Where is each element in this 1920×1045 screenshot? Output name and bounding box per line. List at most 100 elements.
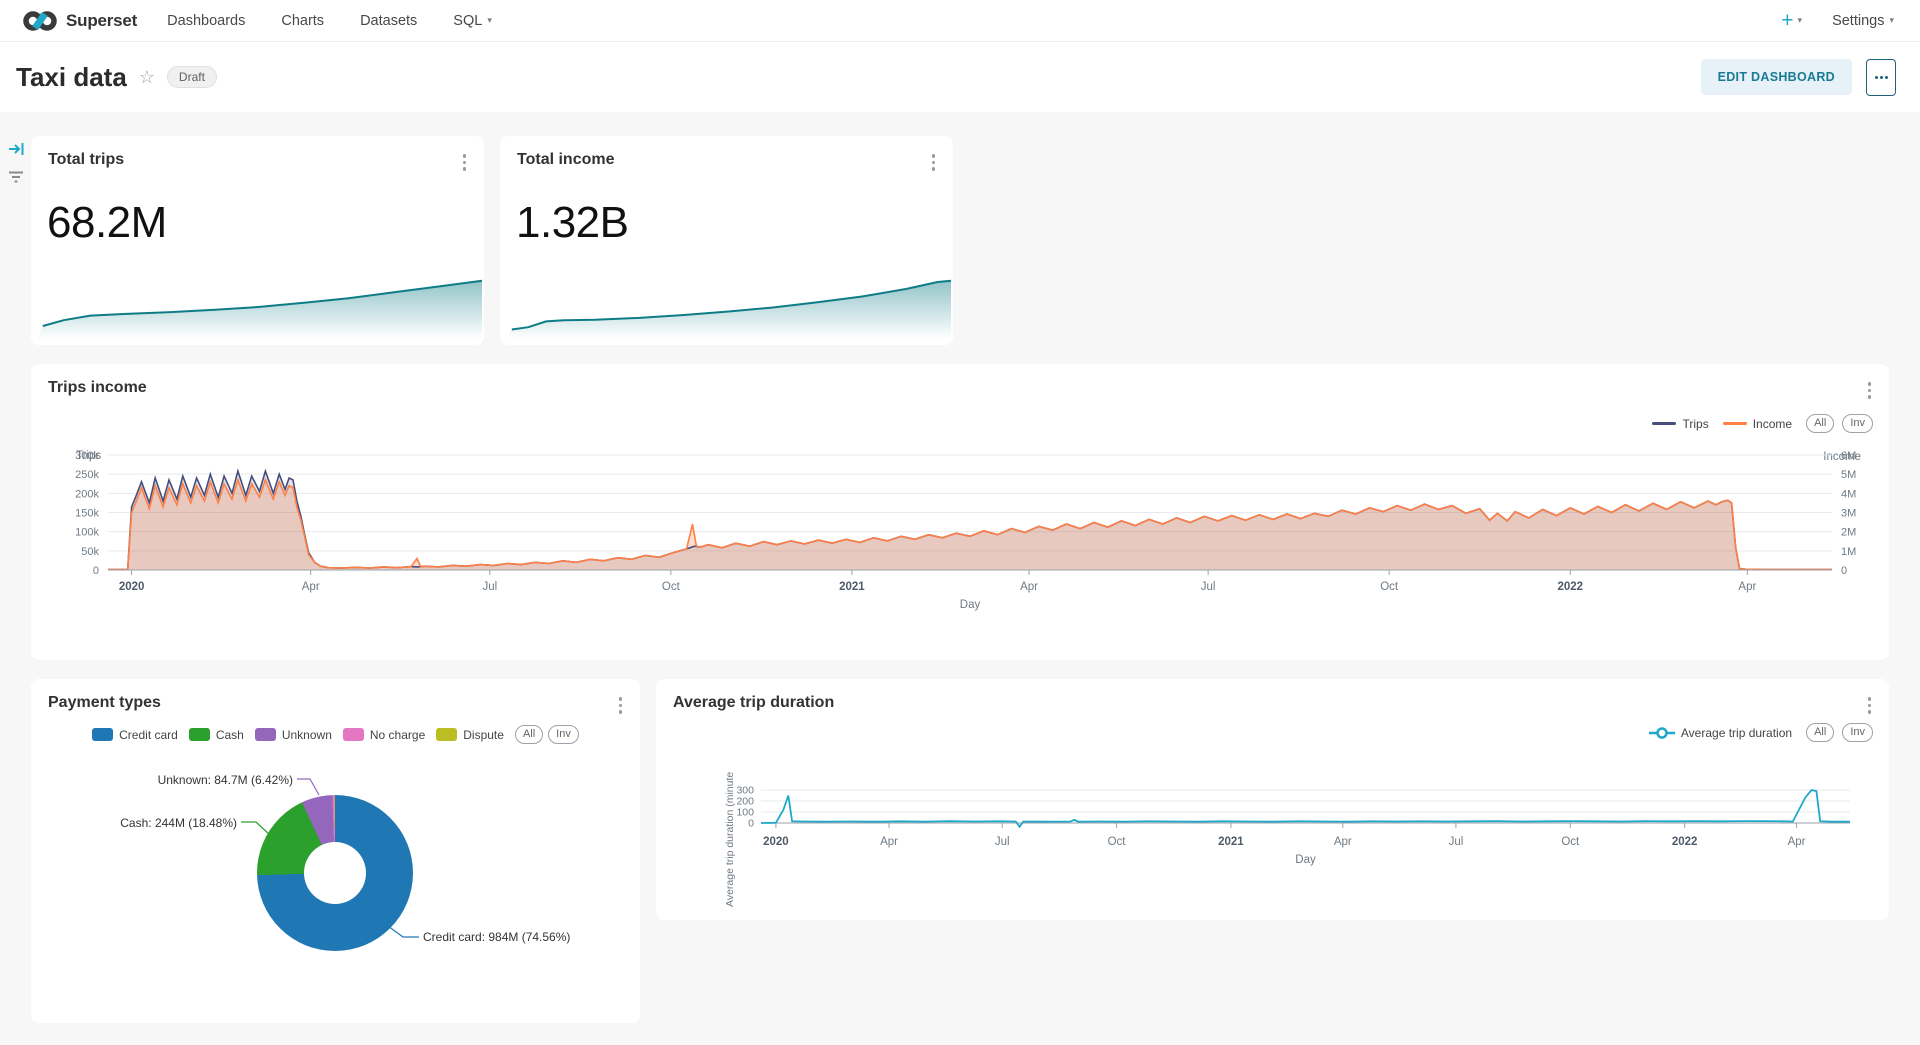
svg-text:2022: 2022 — [1557, 581, 1583, 593]
legend-item-trips[interactable]: Trips — [1652, 417, 1709, 431]
credit-card-swatch — [92, 728, 114, 741]
trips-income-chart[interactable]: 0 0 50k 1M 100k 2M 150k 3M 200k 4M 250k 5M 300k 6M 202… — [31, 400, 1889, 660]
svg-text:100: 100 — [736, 807, 754, 819]
legend-all-button[interactable]: All — [1806, 414, 1835, 433]
sparkline-path — [42, 279, 483, 327]
legend-item-unknown[interactable]: Unknown — [254, 728, 332, 742]
kebab-menu-icon[interactable] — [461, 152, 469, 173]
big-number-value: 68.2M — [47, 198, 167, 247]
chart-title: Average trip duration — [673, 694, 835, 711]
superset-logo-icon — [23, 10, 57, 31]
plus-icon: + — [1781, 9, 1794, 32]
left-axis-title: Trips — [76, 450, 102, 462]
kebab-menu-icon[interactable] — [1866, 380, 1874, 401]
chart-title: Total income — [517, 151, 615, 168]
nav-item-sql[interactable]: SQL ▾ — [453, 12, 492, 29]
chevron-down-icon: ▾ — [487, 15, 492, 25]
svg-text:Apr: Apr — [1738, 581, 1756, 593]
cash-swatch — [188, 728, 210, 741]
svg-text:Apr: Apr — [302, 581, 320, 593]
svg-text:250k: 250k — [75, 469, 99, 481]
chart-title: Payment types — [48, 694, 161, 711]
svg-text:200: 200 — [736, 796, 754, 808]
svg-text:2021: 2021 — [839, 581, 865, 593]
kebab-menu-icon[interactable] — [617, 695, 625, 716]
chart-legend: Credit card Cash Unknown No charge Dispu… — [31, 725, 640, 744]
svg-text:5M: 5M — [1841, 469, 1856, 481]
svg-text:2022: 2022 — [1672, 836, 1698, 848]
settings-menu[interactable]: Settings ▾ — [1832, 12, 1894, 29]
page-title: Taxi data — [16, 61, 127, 92]
svg-text:Apr: Apr — [1788, 836, 1806, 848]
header-actions: EDIT DASHBOARD — [1700, 58, 1896, 96]
filter-icon[interactable] — [8, 170, 24, 184]
legend-inv-button[interactable]: Inv — [1842, 723, 1873, 742]
svg-text:Apr: Apr — [1020, 581, 1038, 593]
legend-item-no-charge[interactable]: No charge — [342, 728, 425, 742]
legend-item-dispute[interactable]: Dispute — [436, 728, 504, 742]
svg-text:3M: 3M — [1841, 508, 1856, 520]
svg-text:2021: 2021 — [1218, 836, 1244, 848]
more-options-button[interactable] — [1866, 58, 1896, 96]
svg-text:Oct: Oct — [662, 581, 681, 593]
duration-line — [760, 789, 1850, 829]
svg-text:300k: 300k — [75, 450, 99, 462]
chart-legend: Average trip duration All Inv — [1648, 723, 1873, 742]
dispute-swatch — [436, 728, 458, 741]
dashboard-header: Taxi data ☆ Draft EDIT DASHBOARD — [0, 42, 1920, 112]
nav-item-dashboards[interactable]: Dashboards — [167, 12, 246, 29]
total-trips-sparkline[interactable] — [31, 259, 484, 343]
new-item-button[interactable]: + ▾ — [1781, 10, 1802, 31]
svg-text:Oct: Oct — [1561, 836, 1580, 848]
edit-dashboard-button[interactable]: EDIT DASHBOARD — [1700, 59, 1852, 95]
credit-card-callout-label: Credit card: 984M (74.56%) — [423, 930, 571, 944]
svg-text:Jul: Jul — [995, 836, 1010, 848]
svg-text:150k: 150k — [75, 508, 99, 520]
svg-text:Day: Day — [960, 599, 981, 611]
svg-text:Apr: Apr — [1334, 836, 1352, 848]
dashboard-grid: Total trips 68.2M Total income 1.32B Tri… — [0, 112, 1920, 1045]
svg-text:6M: 6M — [1841, 450, 1856, 462]
legend-item-credit-card[interactable]: Credit card — [92, 728, 178, 742]
legend-item-cash[interactable]: Cash — [188, 728, 244, 742]
legend-inv-button[interactable]: Inv — [548, 725, 579, 744]
total-trips-card: Total trips 68.2M — [31, 136, 484, 345]
big-number-value: 1.32B — [516, 198, 629, 247]
income-line-swatch — [1722, 422, 1747, 425]
svg-text:Jul: Jul — [1449, 836, 1464, 848]
svg-text:Jul: Jul — [1201, 581, 1216, 593]
svg-text:Oct: Oct — [1380, 581, 1399, 593]
kebab-menu-icon[interactable] — [1866, 695, 1874, 716]
nav-item-charts[interactable]: Charts — [281, 12, 325, 29]
total-income-sparkline[interactable] — [500, 259, 953, 343]
svg-text:2020: 2020 — [119, 581, 145, 593]
chevron-down-icon: ▾ — [1797, 15, 1803, 25]
kebab-menu-icon[interactable] — [930, 152, 938, 173]
favorite-star-icon[interactable]: ☆ — [138, 66, 155, 87]
svg-text:0: 0 — [748, 818, 754, 830]
expand-filter-bar-icon[interactable] — [8, 140, 26, 158]
nav-right: + ▾ Settings ▾ — [1781, 10, 1894, 31]
sparkline-path — [511, 279, 952, 331]
legend-all-button[interactable]: All — [1806, 723, 1835, 742]
legend-all-button[interactable]: All — [514, 725, 544, 744]
svg-text:0: 0 — [1841, 565, 1847, 577]
trips-income-card: Trips income Trips Income All Inv Trips … — [31, 364, 1889, 660]
nav-item-datasets[interactable]: Datasets — [360, 12, 418, 29]
legend-item-duration[interactable]: Average trip duration — [1648, 726, 1792, 740]
svg-text:Oct: Oct — [1108, 836, 1127, 848]
svg-text:100k: 100k — [75, 527, 99, 539]
right-axis-title: Income — [1823, 451, 1861, 463]
chart-title: Trips income — [48, 379, 147, 396]
legend-inv-button[interactable]: Inv — [1842, 414, 1873, 433]
total-income-card: Total income 1.32B — [500, 136, 953, 345]
no-charge-swatch — [342, 728, 364, 741]
nav-items: Dashboards Charts Datasets SQL ▾ — [167, 13, 492, 29]
cash-callout-label: Cash: 244M (18.48%) — [120, 816, 237, 830]
top-navigation-bar: Superset Dashboards Charts Datasets SQL ▾… — [0, 0, 1920, 42]
line-marker-icon — [1648, 726, 1675, 739]
legend-item-income[interactable]: Income — [1722, 417, 1792, 431]
superset-brand[interactable]: Superset — [22, 9, 137, 33]
